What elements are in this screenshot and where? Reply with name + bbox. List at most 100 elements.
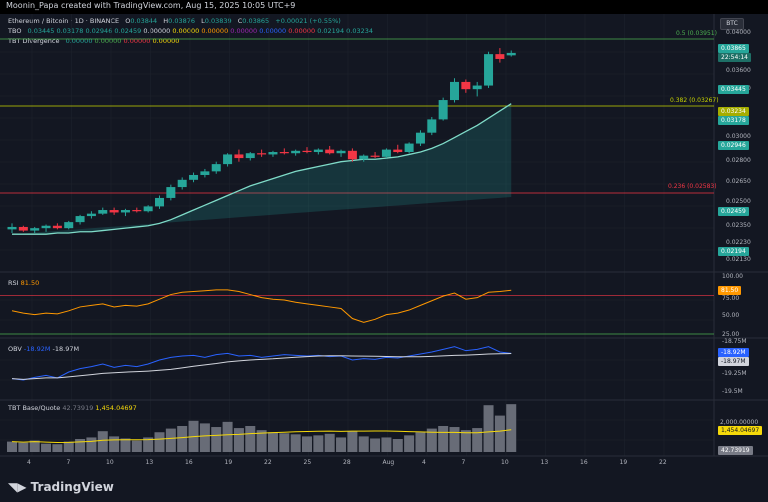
tbo-tag: 0.02946 <box>718 141 749 150</box>
candle-body <box>404 143 414 153</box>
candle-body <box>155 197 164 207</box>
time-axis-label: 19 <box>619 459 628 466</box>
fib-label: 0.236 (0.02583) <box>668 183 717 190</box>
time-axis-label: 13 <box>540 459 549 466</box>
volume-bar <box>483 405 494 452</box>
volume-bar <box>506 404 517 452</box>
price-axis-label: 0.02800 <box>726 157 751 164</box>
volume-bar <box>18 442 29 452</box>
volume-bar <box>302 436 312 452</box>
volume-bar <box>347 431 358 452</box>
close-value: 0.03865 <box>242 17 270 25</box>
volume-bar <box>222 421 233 452</box>
currency-button[interactable]: BTC <box>720 18 744 30</box>
high-value: 0.03876 <box>168 17 196 25</box>
tbt-value: 0.00000 <box>94 37 122 45</box>
volume-bar <box>120 438 131 452</box>
change-value: +0.00021 (+0.55%) <box>275 17 341 25</box>
candle-body <box>370 155 380 157</box>
ma-cloud <box>12 103 512 235</box>
volume-bar <box>29 440 40 452</box>
volume-bar <box>154 432 165 452</box>
volume-bar <box>75 439 86 452</box>
volume-bar <box>460 430 471 452</box>
volume-bar <box>449 427 460 452</box>
tbo-tag: 0.02194 <box>718 247 749 256</box>
time-axis-label: 22 <box>659 459 667 466</box>
time-axis-label: 7 <box>461 459 466 466</box>
volume-bar <box>143 437 154 452</box>
attribution-bar: Moonin_Papa created with TradingView.com… <box>0 0 768 14</box>
brand-name: TradingView <box>30 480 114 494</box>
volume-bar <box>177 426 188 452</box>
candle-body <box>359 155 369 160</box>
time-axis-label: 4 <box>422 459 426 466</box>
rsi-axis-label: 75.00 <box>722 295 740 302</box>
time-axis-label: 7 <box>66 459 71 466</box>
volume-bar <box>131 440 142 452</box>
rsi-axis-label: 25.00 <box>722 331 740 338</box>
open-value: 0.03844 <box>130 17 158 25</box>
tbo-tag: 0.03445 <box>718 85 749 94</box>
volume-bar <box>472 428 483 452</box>
price-axis-label: 0.02230 <box>726 239 751 246</box>
volume-bar <box>7 441 17 452</box>
volume-bar <box>86 437 97 452</box>
symbol-name[interactable]: Ethereum / Bitcoin · 1D · BINANCE <box>8 17 120 25</box>
tbt-value: 42.73919 <box>62 404 94 412</box>
rsi-header[interactable]: RSI 81.50 <box>8 279 39 287</box>
rsi-value: 81.50 <box>20 279 40 287</box>
volume-bar <box>267 432 278 452</box>
countdown-tag: 22:54:14 <box>718 53 751 62</box>
time-axis-label: 13 <box>145 459 154 466</box>
rsi-line <box>11 289 512 323</box>
tbo-tag: 0.02459 <box>718 207 749 216</box>
candle-body <box>200 171 210 175</box>
tbo-value: 0.00000 <box>259 27 287 35</box>
tbt-ma-value: 1,454.04697 <box>95 404 137 412</box>
tbo-value: 0.00000 <box>201 27 229 35</box>
tbo-value: 0.00000 <box>288 27 316 35</box>
candle-body <box>450 81 459 101</box>
price-axis-label: 0.02130 <box>726 256 751 263</box>
volume-bar <box>211 427 222 452</box>
volume-bar <box>41 443 52 452</box>
candle-body <box>30 228 40 231</box>
candle-body <box>427 119 437 133</box>
candle-body <box>257 153 267 155</box>
fib-label: 0.5 (0.03951) <box>676 30 717 37</box>
tbo-value: 0.03178 <box>56 27 84 35</box>
tradingview-logo[interactable]: ◥▶ TradingView <box>8 480 114 494</box>
candle-body <box>234 154 244 159</box>
obv-header[interactable]: OBV -18.92M -18.97M <box>8 345 79 353</box>
time-axis-label: 25 <box>303 459 312 466</box>
candle-body <box>415 132 425 144</box>
tbt-value: 0.00000 <box>152 37 180 45</box>
symbol-header: Ethereum / Bitcoin · 1D · BINANCE O0.038… <box>8 17 341 25</box>
volume-bar <box>381 437 392 452</box>
candle-body <box>75 216 85 223</box>
tbt-label: TBT Base/Quote <box>8 404 61 412</box>
tbo-value: 0.00000 <box>172 27 200 35</box>
tbt-divergence-label[interactable]: TBT Divergence <box>8 37 60 45</box>
time-axis-label: 22 <box>264 459 272 466</box>
tbt-tag: 42.73919 <box>718 446 753 455</box>
volume-bar <box>426 428 437 452</box>
obv-ma-tag: -18.97M <box>718 357 749 366</box>
obv-tag: -18.92M <box>718 348 749 357</box>
price-axis-label: 0.03600 <box>726 67 751 74</box>
tbt-header[interactable]: TBT Base/Quote 42.73919 1,454.04697 <box>8 404 137 412</box>
tbt-divergence-header: TBT Divergence 0.00000 0.00000 0.00000 0… <box>8 37 179 45</box>
tbo-label[interactable]: TBO <box>8 27 22 35</box>
high-label: H <box>163 17 169 25</box>
volume-bar <box>97 431 108 452</box>
candle-body <box>268 152 278 155</box>
volume-bar <box>358 436 369 452</box>
obv-value: -18.92M <box>23 345 51 353</box>
obv-axis-label: -19.25M <box>722 370 747 377</box>
tbo-value: 0.02459 <box>114 27 142 35</box>
tbo-tag: 0.03178 <box>718 116 749 125</box>
ma-line <box>12 103 512 235</box>
time-axis-label: 10 <box>106 459 114 466</box>
